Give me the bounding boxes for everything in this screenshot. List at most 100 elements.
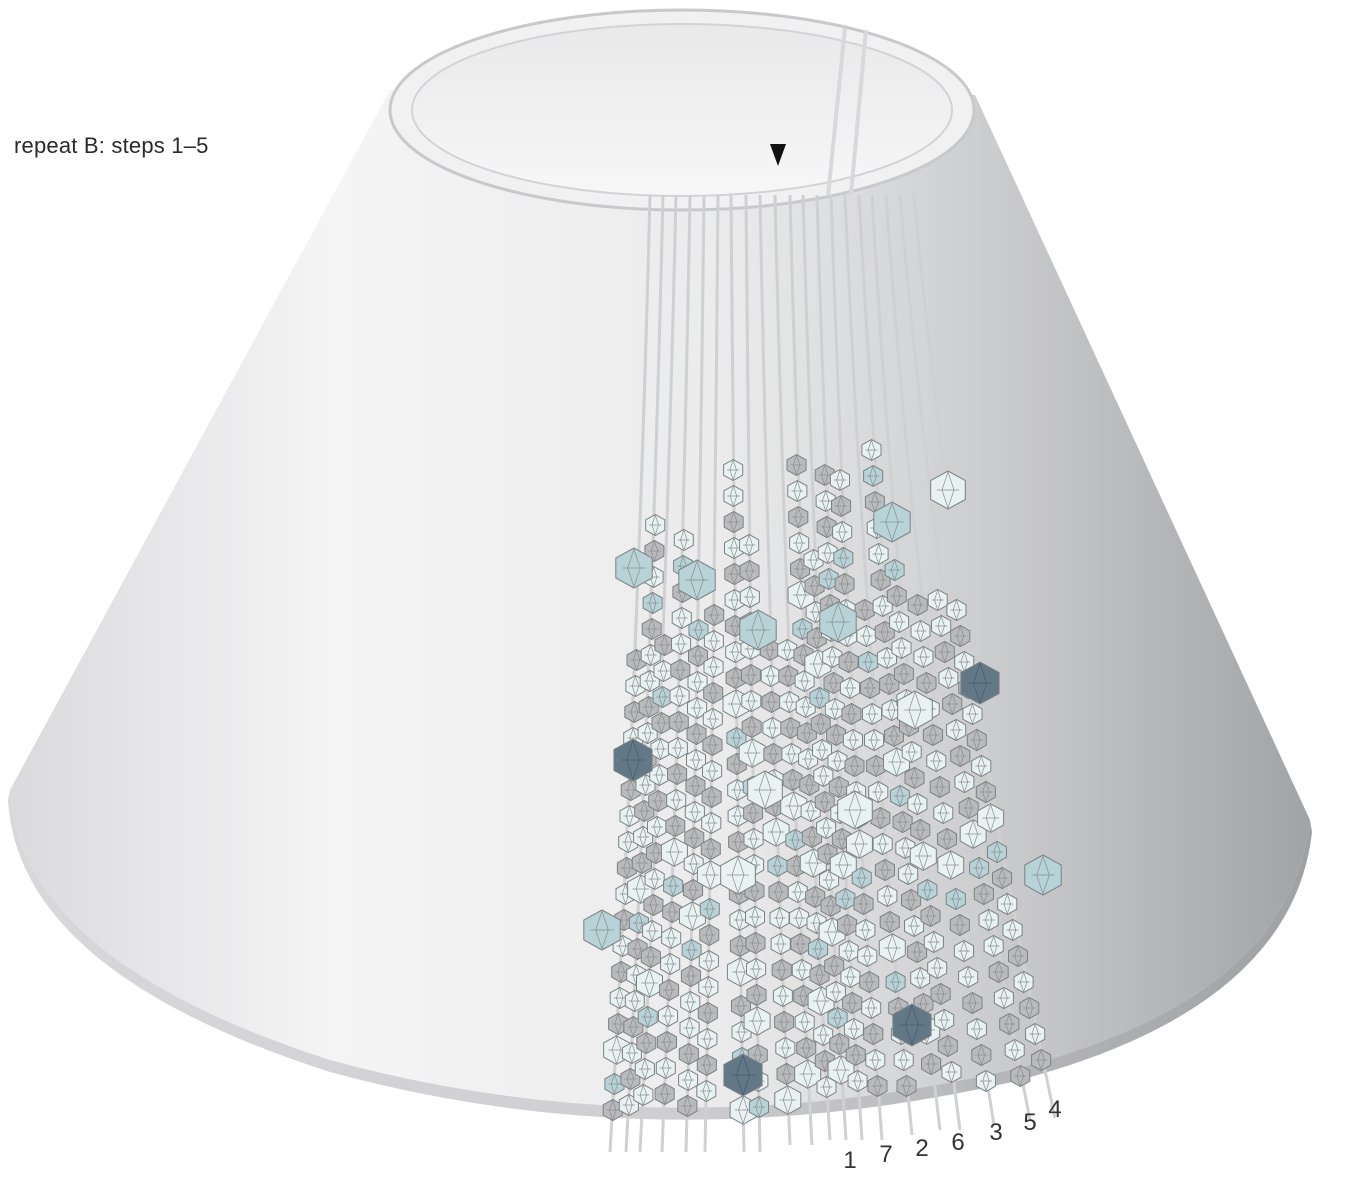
blue-bead xyxy=(748,1095,769,1119)
clear-bead xyxy=(975,1069,996,1093)
gray-bead xyxy=(962,991,983,1015)
gray-bead xyxy=(874,858,895,882)
gray-bead xyxy=(966,728,987,752)
gray-bead xyxy=(829,1032,850,1056)
clear-bead xyxy=(661,926,682,950)
gray-bead xyxy=(763,742,784,766)
clear-bead xyxy=(891,636,912,660)
clear-bead xyxy=(838,939,859,963)
blue-bead xyxy=(873,501,911,543)
gray-bead xyxy=(667,762,688,786)
gray-bead xyxy=(844,754,865,778)
gray-bead xyxy=(662,900,683,924)
gray-bead xyxy=(771,958,792,982)
clear-bead xyxy=(762,716,783,740)
gray-bead xyxy=(837,913,857,937)
blue-bead xyxy=(863,465,884,487)
clear-bead xyxy=(897,690,933,730)
gray-bead xyxy=(608,1012,629,1036)
gray-bead xyxy=(930,982,951,1006)
gray-bead xyxy=(654,1082,675,1106)
clear-bead xyxy=(910,619,931,643)
gray-bead xyxy=(774,1010,795,1034)
gray-bead xyxy=(845,1043,866,1067)
gray-bead xyxy=(867,1074,888,1098)
clear-bead xyxy=(791,958,812,982)
clear-bead xyxy=(815,490,836,512)
gray-bead xyxy=(643,893,664,917)
gray-bead xyxy=(816,515,837,539)
gray-bead xyxy=(670,658,691,682)
gray-bead xyxy=(854,598,875,622)
gray-bead xyxy=(684,826,705,850)
gray-bead xyxy=(1010,1064,1031,1088)
clear-bead xyxy=(827,1055,855,1085)
gray-bead xyxy=(654,633,675,657)
clear-bead xyxy=(997,892,1018,916)
clear-bead xyxy=(649,763,670,787)
clear-bead xyxy=(978,908,999,932)
gray-bead xyxy=(920,904,941,928)
gray-bead xyxy=(910,818,931,842)
clear-bead xyxy=(977,803,1005,833)
clear-bead xyxy=(855,918,876,942)
clear-bead xyxy=(878,933,906,963)
gray-bead xyxy=(641,617,662,641)
gray-bead xyxy=(937,827,957,851)
gray-bead xyxy=(975,780,996,804)
gray-bead xyxy=(841,702,862,726)
gray-bead xyxy=(741,715,762,739)
gray-bead xyxy=(611,960,632,984)
clear-bead xyxy=(816,816,837,840)
gray-bead xyxy=(699,923,720,947)
clear-bead xyxy=(667,736,688,760)
blue-bead xyxy=(604,1072,625,1096)
clear-bead xyxy=(653,659,674,683)
clear-bead xyxy=(779,690,800,714)
clear-bead xyxy=(868,780,889,804)
gray-bead xyxy=(696,1053,717,1077)
clear-bead xyxy=(898,862,919,886)
gray-bead xyxy=(700,837,721,861)
clear-bead xyxy=(813,764,834,788)
blue-bead xyxy=(819,601,857,643)
gray-bead xyxy=(683,878,704,902)
clear-bead xyxy=(770,932,791,956)
blue-bead xyxy=(652,685,673,709)
clear-bead xyxy=(865,1048,886,1072)
clear-bead xyxy=(864,728,885,752)
clear-bead xyxy=(993,986,1014,1010)
gray-bead xyxy=(916,671,937,695)
gray-bead xyxy=(824,954,845,978)
gray-bead xyxy=(640,945,661,969)
clear-bead xyxy=(666,788,687,812)
clear-bead xyxy=(743,1006,771,1036)
gray-bead xyxy=(768,880,789,904)
clear-bead xyxy=(829,469,850,491)
clear-bead xyxy=(926,749,947,773)
blue-bead xyxy=(885,970,906,994)
clear-bead xyxy=(701,811,722,835)
clear-bead xyxy=(697,1027,718,1051)
blue-bead xyxy=(785,828,806,852)
gray-bead xyxy=(723,511,744,534)
clear-bead xyxy=(856,624,877,648)
blue-bead xyxy=(809,686,830,710)
clear-bead xyxy=(861,996,882,1020)
clear-bead xyxy=(769,906,790,930)
gray-bead xyxy=(904,766,925,790)
blue-bead xyxy=(835,887,856,911)
start-marker-arrow-icon xyxy=(770,144,786,166)
clear-bead xyxy=(868,542,889,566)
clear-bead xyxy=(655,1056,676,1080)
gray-bead xyxy=(907,940,928,964)
gray-bead xyxy=(828,775,849,799)
clear-bead xyxy=(696,1079,717,1103)
blue-bead xyxy=(615,547,653,589)
strand-label-6: 6 xyxy=(951,1129,964,1156)
clear-bead xyxy=(983,934,1004,958)
clear-bead xyxy=(861,439,882,461)
gray-bead xyxy=(805,885,826,909)
clear-bead xyxy=(909,841,937,871)
